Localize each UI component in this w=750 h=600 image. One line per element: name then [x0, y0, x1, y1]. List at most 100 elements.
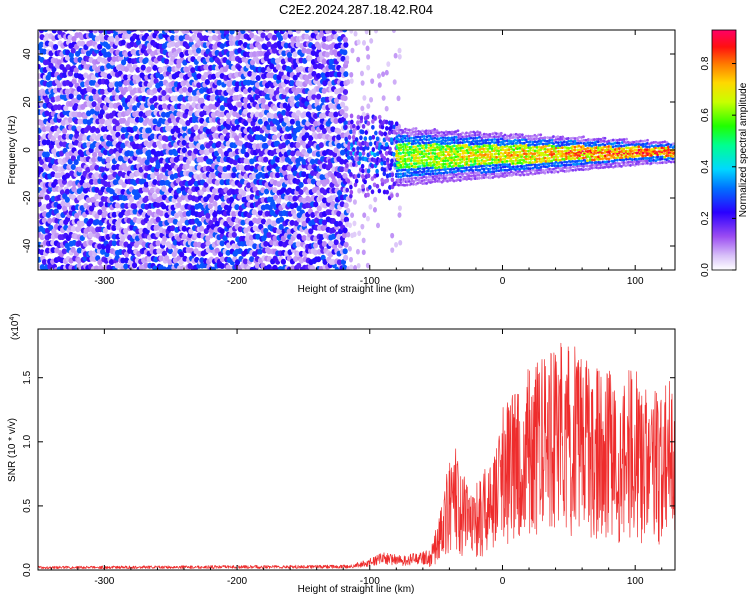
spectrogram-cell	[444, 154, 447, 158]
spectrogram-cell	[399, 178, 403, 182]
spectrogram-cell	[61, 248, 67, 255]
spectrogram-cell	[71, 30, 77, 32]
spectrogram-cell	[123, 165, 129, 172]
spectrogram-cell	[173, 95, 179, 102]
spectrogram-cell	[349, 172, 353, 177]
spectrogram-cell	[144, 159, 150, 166]
spectrogram-cell	[254, 82, 260, 89]
spectrogram-cell	[437, 160, 441, 164]
spectrogram-cell	[88, 30, 94, 34]
spectrogram-cell	[111, 89, 117, 96]
spectrogram-cell	[441, 133, 445, 137]
spectrogram-cell	[376, 73, 381, 79]
spectrogram-cell	[356, 39, 361, 46]
spectrogram-cell	[364, 130, 369, 135]
spectrogram-cell	[407, 128, 411, 132]
spectrogram-cell	[164, 58, 170, 65]
spectrogram-cell	[520, 133, 524, 137]
spectrogram-cell	[70, 246, 76, 253]
spectrogram-cell	[181, 139, 187, 146]
spectrogram-cell	[344, 124, 348, 130]
spectrogram-cell	[79, 220, 85, 227]
spectrogram-cell	[132, 30, 138, 32]
spectrogram-cell	[41, 186, 48, 193]
spectrogram-cell	[97, 155, 103, 162]
spectrogram-cell	[73, 57, 79, 64]
spectrogram-cell	[250, 30, 256, 32]
spectrogram-cell	[138, 227, 144, 234]
spectrogram-cell	[167, 243, 173, 250]
spectrogram-cell	[375, 136, 380, 142]
spectrogram-cell	[360, 223, 365, 230]
spectrogram-cell	[362, 212, 367, 218]
spectrogram-cell	[343, 241, 349, 248]
spectrogram-cell	[346, 207, 351, 214]
spectrogram-cell	[42, 203, 48, 210]
spectrogram-cell	[51, 228, 57, 235]
spectrogram-cell	[533, 152, 537, 156]
spectrogram-cell	[363, 136, 368, 142]
spectrogram-cell	[467, 163, 471, 167]
spectrogram-cell	[97, 209, 103, 216]
spectrogram-cell	[412, 127, 415, 131]
spectrogram-cell	[76, 94, 82, 101]
spectrogram-cell	[439, 171, 443, 175]
spectrogram-cell	[100, 248, 106, 255]
spectrogram-cell	[348, 256, 353, 263]
spectrogram-cell	[352, 231, 357, 238]
spectrogram-cell	[390, 247, 395, 253]
spectrogram-cell	[484, 144, 487, 148]
spectrogram-cell	[140, 64, 146, 71]
spectrogram-cell	[452, 167, 456, 171]
spectrogram-cell	[108, 148, 115, 155]
spectrogram-cell	[349, 113, 354, 119]
spectrogram-cell	[219, 228, 225, 235]
spectrogram-cell	[80, 81, 86, 88]
spectrogram-cell	[374, 30, 379, 34]
spectrogram-cell	[552, 152, 556, 156]
spectrogram-cell	[448, 164, 452, 168]
spectrogram-cell	[370, 78, 375, 84]
spectrogram-cell	[365, 45, 370, 52]
spectrogram-cell	[132, 208, 138, 215]
spectrogram-cell	[65, 201, 71, 208]
spectrogram-cell	[146, 256, 152, 263]
spectrogram-cell	[129, 41, 135, 48]
spectrogram-cell	[88, 95, 94, 102]
spectrogram-cell	[56, 194, 62, 201]
spectrogram-cell	[153, 30, 160, 35]
spectrogram-cell	[390, 232, 395, 239]
spectrogram-cell	[461, 131, 465, 135]
spectrogram-cell	[395, 192, 400, 198]
spectrogram-cell	[366, 120, 371, 126]
spectrogram-cell	[429, 148, 433, 152]
spectrogram-cell	[99, 109, 105, 116]
spectrogram-cell	[556, 141, 560, 145]
spectrogram-cell	[361, 237, 366, 244]
spectrogram-cell	[52, 44, 59, 51]
spectrogram-cell	[138, 148, 144, 155]
spectrogram-cell	[76, 240, 82, 247]
spectrogram-cell	[315, 93, 322, 100]
spectrogram-cell	[161, 185, 167, 192]
spectrogram-cell	[142, 30, 148, 32]
spectrogram-cell	[349, 184, 353, 190]
spectrogram-cell	[190, 218, 196, 225]
spectrogram-cell	[176, 187, 182, 194]
spectrogram-cell	[356, 263, 361, 269]
spectrogram-cell	[556, 135, 560, 139]
spectrogram-cell	[366, 173, 371, 179]
spectrogram-cell	[351, 147, 356, 153]
spectrogram-cell	[535, 143, 539, 147]
spectrogram-cell	[490, 138, 494, 142]
spectrogram-cell	[71, 78, 77, 85]
spectrogram-cell	[242, 88, 249, 95]
spectrogram-cell	[512, 171, 516, 175]
spectrogram-cell	[552, 135, 555, 138]
spectrogram-cell	[490, 161, 494, 165]
spectrogram-cell	[347, 222, 352, 229]
spectrogram-cell	[473, 162, 477, 165]
spectrogram-cell	[407, 141, 411, 145]
spectrogram-cell	[132, 203, 138, 210]
